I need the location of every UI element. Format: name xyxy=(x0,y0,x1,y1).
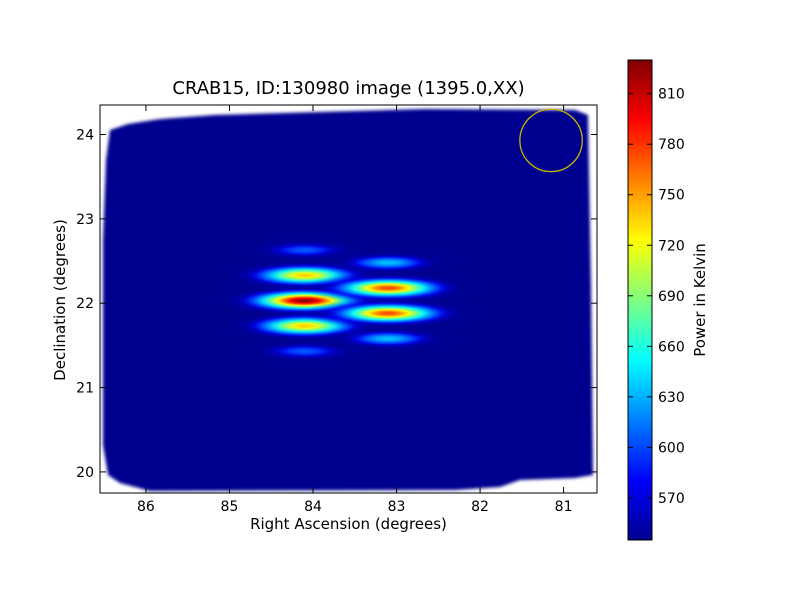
y-tick-label: 22 xyxy=(76,296,94,312)
chart-title: CRAB15, ID:130980 image (1395.0,XX) xyxy=(172,78,525,99)
x-tick-label: 86 xyxy=(137,499,155,515)
beam-marker xyxy=(519,108,583,173)
plot-frame xyxy=(99,104,598,494)
x-tick-label: 82 xyxy=(471,499,489,515)
source-blob xyxy=(305,272,471,304)
colorbar-tick-label: 720 xyxy=(658,238,685,254)
colorbar-tick-label: 690 xyxy=(658,289,685,305)
x-tick-label: 84 xyxy=(304,499,322,515)
heatmap-sources xyxy=(221,237,471,364)
x-axis-label: Right Ascension (degrees) xyxy=(250,515,447,533)
colorbar xyxy=(628,60,652,540)
colorbar-tick-label: 630 xyxy=(658,390,685,406)
x-axis-ticks: 86 85 84 83 82 81 xyxy=(137,105,573,515)
colorbar-frame xyxy=(627,59,653,541)
colorbar-ticks: 570 600 630 660 690 720 750 780 810 xyxy=(628,87,685,507)
y-tick-label: 23 xyxy=(76,212,94,228)
x-tick-label: 85 xyxy=(221,499,239,515)
colorbar-tick-label: 750 xyxy=(658,188,685,204)
colorbar-tick-label: 600 xyxy=(658,440,685,456)
y-tick-label: 21 xyxy=(76,381,94,397)
colorbar-tick-label: 660 xyxy=(658,339,685,355)
y-axis-label: Declination (degrees) xyxy=(51,219,69,381)
y-tick-label: 24 xyxy=(76,128,94,144)
y-axis-ticks: 20 21 22 23 24 xyxy=(76,128,597,481)
source-blob xyxy=(305,298,471,329)
x-tick-label: 83 xyxy=(388,499,406,515)
y-tick-label: 20 xyxy=(76,465,94,481)
x-tick-label: 81 xyxy=(555,499,573,515)
colorbar-tick-label: 810 xyxy=(658,87,685,103)
colorbar-label: Power in Kelvin xyxy=(691,243,709,357)
source-blob xyxy=(320,325,456,352)
colorbar-tick-label: 780 xyxy=(658,137,685,153)
source-blob xyxy=(320,250,456,276)
colorbar-tick-label: 570 xyxy=(658,491,685,507)
